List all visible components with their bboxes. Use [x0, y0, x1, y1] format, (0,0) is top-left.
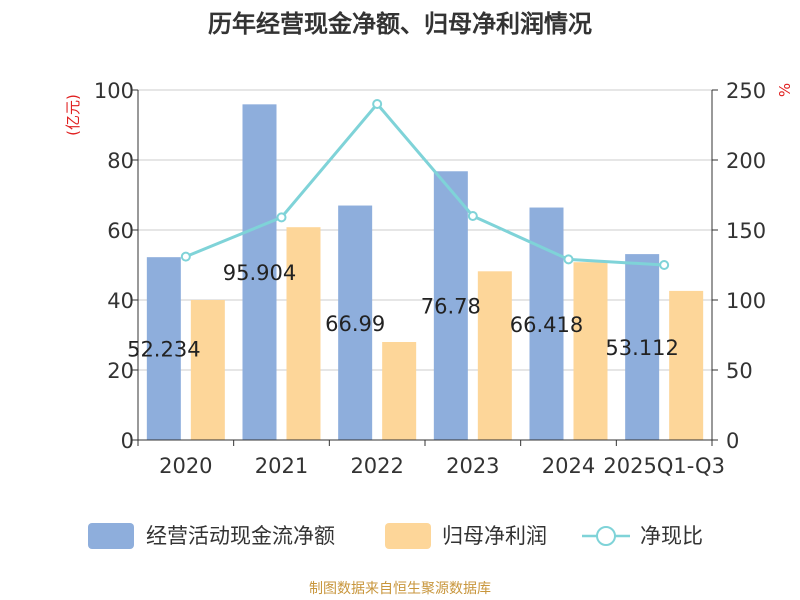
right-tick-label: 250 — [726, 79, 766, 103]
bars — [146, 104, 704, 440]
x-tick-label: 2021 — [255, 454, 308, 478]
legend-swatch-cashflow — [88, 523, 134, 549]
data-label: 76.78 — [421, 295, 481, 319]
x-tick-label: 2023 — [446, 454, 499, 478]
bar-cashflow — [242, 104, 277, 440]
x-tick-label: 2022 — [350, 454, 403, 478]
ratio-point — [276, 212, 287, 223]
bar-cashflow — [625, 254, 660, 440]
bar-cashflow — [338, 205, 373, 440]
right-tick-label: 50 — [726, 359, 753, 383]
left-axis-unit: (亿元) — [64, 94, 82, 136]
left-tick-label: 100 — [94, 79, 134, 103]
ratio-line — [180, 99, 670, 270]
left-tick-label: 80 — [107, 149, 134, 173]
left-tick-label: 0 — [121, 429, 134, 453]
left-tick-label: 60 — [107, 219, 134, 243]
data-label: 66.99 — [325, 312, 385, 336]
ratio-point — [659, 260, 670, 270]
right-axis-unit: % — [776, 83, 794, 97]
ratio-point — [563, 254, 574, 265]
x-tick-label: 2025Q1-Q3 — [603, 454, 725, 478]
data-label: 95.904 — [223, 261, 296, 285]
source-footer: 制图数据来自恒生聚源数据库 — [309, 581, 491, 597]
gridlines — [138, 89, 712, 371]
ratio-point — [180, 251, 191, 262]
bar-cashflow — [433, 171, 468, 440]
right-tick-label: 150 — [726, 219, 766, 243]
legend: 经营活动现金流净额 归母净利润 净现比 — [88, 523, 703, 549]
right-tick-label: 200 — [726, 149, 766, 173]
data-label: 53.112 — [605, 336, 678, 360]
x-tick-label: 2020 — [159, 454, 212, 478]
bar-net-profit — [573, 262, 608, 440]
ratio-line-path — [185, 101, 665, 267]
bar-net-profit — [477, 271, 512, 440]
legend-label-ratio: 净现比 — [640, 524, 703, 548]
bar-cashflow — [146, 257, 181, 440]
data-label: 66.418 — [510, 313, 583, 337]
bar-cashflow — [529, 207, 564, 440]
x-tick-label: 2024 — [542, 454, 595, 478]
legend-swatch-net-profit — [385, 523, 431, 549]
ratio-point — [467, 211, 478, 221]
left-tick-label: 20 — [107, 359, 134, 383]
right-tick-label: 100 — [726, 289, 766, 313]
bar-net-profit — [190, 300, 225, 440]
data-labels: 52.234 95.904 66.99 76.78 66.418 53.112 — [127, 261, 679, 361]
data-label: 52.234 — [127, 338, 200, 362]
chart-title: 历年经营现金净额、归母净利润情况 — [208, 10, 592, 38]
bar-net-profit — [286, 227, 321, 440]
axes: 0 20 40 60 80 100 0 50 100 150 200 250 2020 2021 2022 2… — [94, 79, 766, 478]
legend-label-net-profit: 归母净利润 — [442, 524, 547, 548]
legend-label-cashflow: 经营活动现金流净额 — [146, 524, 335, 548]
legend-marker-ratio — [596, 526, 616, 546]
bar-net-profit — [382, 342, 417, 440]
right-tick-label: 0 — [726, 429, 739, 453]
left-tick-label: 40 — [107, 289, 134, 313]
bar-net-profit — [669, 290, 704, 440]
ratio-point — [372, 99, 383, 109]
